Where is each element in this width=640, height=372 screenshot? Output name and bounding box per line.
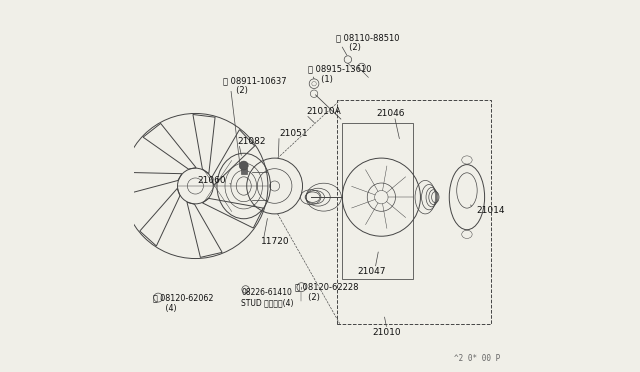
Text: 21010A: 21010A <box>306 107 340 116</box>
Text: 21060: 21060 <box>198 176 227 185</box>
Text: 21010: 21010 <box>372 328 401 337</box>
Text: 21082: 21082 <box>237 137 266 146</box>
Text: 08226-61410
STUD スタッド(4): 08226-61410 STUD スタッド(4) <box>241 288 294 307</box>
Text: 21051: 21051 <box>280 129 308 138</box>
Bar <box>337 100 491 324</box>
Text: 21014: 21014 <box>476 206 505 215</box>
Text: 21046: 21046 <box>376 109 405 118</box>
Text: Ⓝ 08911-10637
     (2): Ⓝ 08911-10637 (2) <box>223 76 286 95</box>
Text: 21047: 21047 <box>358 267 387 276</box>
Text: Ⓑ 08110-88510
     (2): Ⓑ 08110-88510 (2) <box>335 33 399 52</box>
Text: 11720: 11720 <box>261 237 290 246</box>
Text: Ⓑ 08120-62062
     (4): Ⓑ 08120-62062 (4) <box>154 294 214 313</box>
Text: Ⓥ 08915-13610
     (1): Ⓥ 08915-13610 (1) <box>308 65 372 84</box>
Bar <box>241 168 246 174</box>
Bar <box>342 123 413 279</box>
Text: Ⓑ 08120-62228
     (2): Ⓑ 08120-62228 (2) <box>294 282 358 302</box>
Circle shape <box>239 161 248 170</box>
Text: ^2 0* 00 P: ^2 0* 00 P <box>454 354 500 363</box>
